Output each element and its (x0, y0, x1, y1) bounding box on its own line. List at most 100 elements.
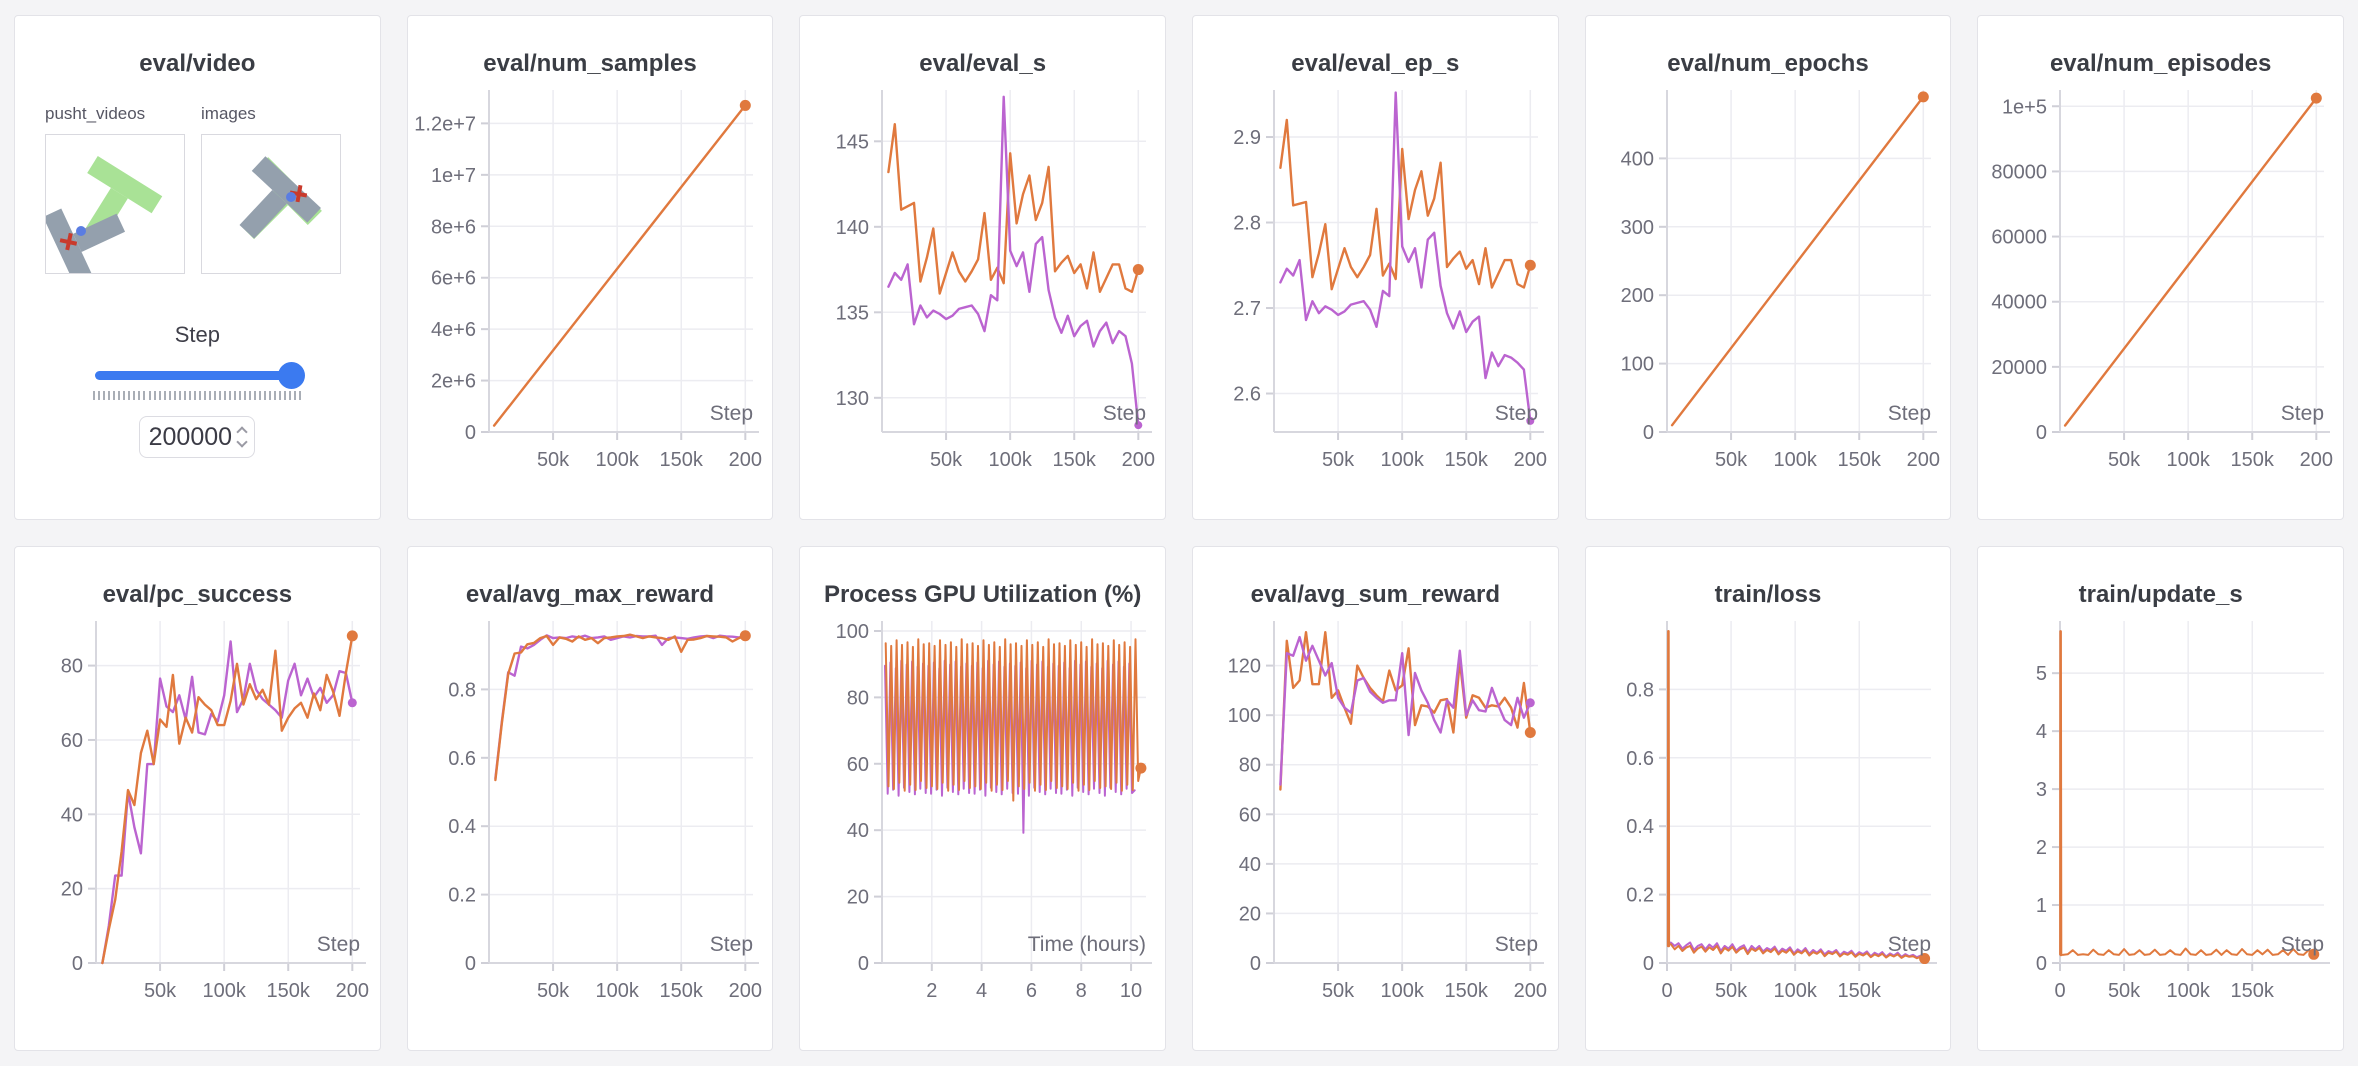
svg-text:8: 8 (1075, 980, 1086, 1002)
svg-text:50k: 50k (1322, 449, 1355, 471)
media-key-pusht-videos: pusht_videos (45, 104, 146, 123)
svg-text:100k: 100k (1773, 980, 1817, 1002)
agent-dot-marker (286, 192, 296, 202)
svg-text:100k: 100k (203, 980, 247, 1002)
chart-title: train/loss (1714, 581, 1822, 608)
svg-text:100k: 100k (988, 449, 1032, 471)
media-key-images: images (201, 104, 256, 123)
svg-text:4: 4 (976, 980, 987, 1002)
svg-text:400: 400 (1621, 148, 1654, 170)
chart-canvas[interactable]: 0 20000 40000 60000 80000 1e+5 50k 100k 150k 200 S… (1990, 82, 2333, 480)
video-thumbnail-pusht[interactable] (45, 134, 185, 274)
chart-canvas[interactable]: 0 20 40 60 80 100 2 4 6 8 10 Time (hours) (812, 613, 1154, 1011)
svg-text:4e+6: 4e+6 (431, 319, 476, 341)
svg-text:1.2e+7: 1.2e+7 (414, 113, 476, 135)
svg-text:1: 1 (2036, 895, 2047, 917)
svg-text:60: 60 (846, 754, 868, 776)
agent-dot-marker (76, 226, 86, 236)
svg-text:150k: 150k (2230, 980, 2274, 1002)
step-slider-track[interactable] (95, 371, 300, 380)
svg-text:0: 0 (1643, 953, 1654, 975)
svg-text:20: 20 (846, 887, 868, 909)
svg-text:50k: 50k (537, 980, 570, 1002)
svg-text:0: 0 (2036, 422, 2047, 444)
chart-canvas[interactable]: 0 0.2 0.4 0.6 0.8 50k 100k 150k 200 Step (419, 613, 762, 1011)
step-value-input[interactable]: 200000 (139, 416, 256, 458)
chart-canvas[interactable]: 0 100 200 300 400 50k 100k 150k 200 Step (1597, 82, 1940, 480)
step-slider-ruler (93, 391, 301, 400)
svg-text:150k: 150k (1445, 980, 1489, 1002)
svg-text:40: 40 (846, 820, 868, 842)
svg-text:80: 80 (1239, 755, 1261, 777)
svg-text:150k: 150k (1838, 449, 1882, 471)
svg-text:0: 0 (2036, 953, 2047, 975)
chart-canvas[interactable]: 0 20 40 60 80 50k 100k 150k 200 Step (26, 613, 369, 1011)
chart-canvas[interactable]: 0 0.2 0.4 0.6 0.8 0 50k 100k 150k Step (1597, 613, 1939, 1011)
svg-text:50k: 50k (2108, 980, 2141, 1002)
svg-text:4: 4 (2036, 721, 2047, 743)
svg-text:2: 2 (2036, 837, 2047, 859)
chart-panel-eval-pc-success: eval/pc_success 0 20 40 60 80 50k 100k 150k 200 S… (14, 546, 381, 1051)
chart-canvas[interactable]: 0 20 40 60 80 100 120 50k 100k 150k 200 Step (1204, 613, 1547, 1011)
image-thumbnail[interactable] (201, 134, 341, 274)
svg-text:0: 0 (1661, 980, 1672, 1002)
step-slider-label: Step (174, 322, 220, 347)
svg-text:20000: 20000 (1991, 357, 2047, 379)
svg-text:50k: 50k (144, 980, 177, 1002)
svg-text:150k: 150k (2230, 449, 2274, 471)
x-axis-label: Step (710, 402, 753, 425)
pusht-object-tee-shape (219, 156, 321, 258)
svg-text:100: 100 (1621, 354, 1654, 376)
svg-text:50k: 50k (2108, 449, 2141, 471)
svg-text:60000: 60000 (1991, 227, 2047, 249)
svg-text:20: 20 (61, 879, 83, 901)
chart-title: eval/pc_success (102, 581, 293, 608)
svg-text:200: 200 (336, 980, 369, 1002)
svg-text:6: 6 (1026, 980, 1037, 1002)
x-axis-label: Step (1495, 933, 1538, 956)
svg-text:80: 80 (61, 656, 83, 678)
svg-text:2.9: 2.9 (1234, 127, 1262, 149)
svg-text:0: 0 (1250, 953, 1261, 975)
chart-canvas[interactable]: 0 2e+6 4e+6 6e+6 8e+6 1e+7 1.2e+7 50k 100k 150k 20… (414, 82, 762, 480)
svg-text:100k: 100k (595, 980, 639, 1002)
chart-title: eval/eval_ep_s (1291, 50, 1460, 77)
svg-text:100k: 100k (2166, 449, 2210, 471)
svg-text:100: 100 (1228, 705, 1261, 727)
x-axis-label: Step (2280, 402, 2323, 425)
chart-canvas[interactable]: 0 1 2 3 4 5 0 50k 100k 150k Step (1990, 613, 2332, 1011)
svg-text:50k: 50k (1715, 980, 1748, 1002)
svg-text:60: 60 (61, 730, 83, 752)
svg-text:80000: 80000 (1991, 161, 2047, 183)
svg-text:0: 0 (2054, 980, 2065, 1002)
chart-canvas[interactable]: 2.6 2.7 2.8 2.9 50k 100k 150k 200 Step (1204, 82, 1547, 480)
chart-title: eval/num_epochs (1667, 50, 1869, 77)
chart-canvas[interactable]: 130 135 140 145 50k 100k 150k 200 Step (812, 82, 1155, 480)
svg-text:50k: 50k (930, 449, 963, 471)
svg-text:2.8: 2.8 (1234, 213, 1262, 235)
svg-text:200: 200 (2299, 449, 2332, 471)
svg-text:200: 200 (1907, 449, 1940, 471)
svg-text:50k: 50k (537, 449, 570, 471)
step-slider[interactable] (95, 362, 306, 389)
svg-text:8e+6: 8e+6 (431, 216, 476, 238)
svg-text:145: 145 (835, 131, 868, 153)
svg-text:100k: 100k (1381, 980, 1425, 1002)
svg-text:150k: 150k (660, 449, 704, 471)
svg-text:0.2: 0.2 (1626, 885, 1654, 907)
chart-title: eval/num_episodes (2049, 50, 2272, 77)
svg-text:0.6: 0.6 (448, 748, 476, 770)
svg-text:20: 20 (1239, 903, 1261, 925)
media-key-labels: pusht_videos images (45, 104, 380, 124)
stepper-down-icon[interactable] (236, 436, 248, 448)
chart-panel-train-loss: train/loss 0 0.2 0.4 0.6 0.8 0 50k 100k 150k Step (1584, 546, 1952, 1051)
chart-title: eval/num_samples (483, 50, 697, 77)
svg-text:2.7: 2.7 (1234, 298, 1262, 320)
svg-text:50k: 50k (1715, 449, 1748, 471)
svg-text:150k: 150k (1445, 449, 1489, 471)
step-slider-thumb[interactable] (278, 362, 306, 389)
step-value[interactable]: 200000 (148, 422, 233, 451)
svg-text:200: 200 (1621, 285, 1654, 307)
x-axis-label: Step (1888, 402, 1931, 425)
